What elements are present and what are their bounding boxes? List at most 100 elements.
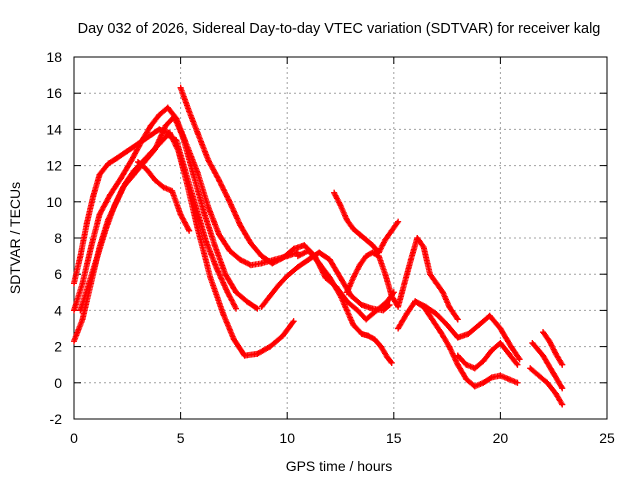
x-tick-label: 0 xyxy=(70,430,78,446)
series-arc-14 xyxy=(527,365,566,408)
data-point xyxy=(177,211,184,218)
data-point xyxy=(454,316,461,323)
data-point xyxy=(207,274,214,281)
data-point xyxy=(454,334,461,341)
data-point xyxy=(120,184,127,191)
data-point xyxy=(401,280,408,287)
data-point xyxy=(395,325,402,332)
data-point xyxy=(395,303,402,310)
data-point xyxy=(275,282,282,289)
data-point xyxy=(233,289,240,296)
data-point xyxy=(527,365,534,372)
data-point xyxy=(337,202,344,209)
data-point xyxy=(279,254,286,261)
data-point xyxy=(124,148,131,155)
data-point xyxy=(279,332,286,339)
data-point xyxy=(514,379,521,386)
data-point xyxy=(371,336,378,343)
data-point xyxy=(316,249,323,256)
grid xyxy=(74,57,607,419)
plot-border xyxy=(73,56,608,420)
data-point xyxy=(117,175,124,182)
data-point xyxy=(552,350,559,357)
data-point xyxy=(444,321,451,328)
data-point xyxy=(463,361,470,368)
data-points xyxy=(71,84,566,408)
data-point xyxy=(247,262,254,269)
data-point xyxy=(505,376,512,383)
data-point xyxy=(241,352,248,359)
data-point xyxy=(254,305,261,312)
data-point xyxy=(363,236,370,243)
data-point xyxy=(516,356,523,363)
data-point xyxy=(439,289,446,296)
data-point xyxy=(388,227,395,234)
data-point xyxy=(96,211,103,218)
y-tick-label: 12 xyxy=(46,158,62,174)
data-point xyxy=(380,307,387,314)
data-point xyxy=(284,273,291,280)
data-point xyxy=(294,263,301,270)
data-point xyxy=(403,311,410,318)
data-point xyxy=(437,329,444,336)
data-point xyxy=(194,225,201,232)
data-point xyxy=(529,339,536,346)
data-point xyxy=(79,316,86,323)
data-point xyxy=(215,177,222,184)
data-markers xyxy=(77,113,261,314)
data-point xyxy=(375,253,382,260)
data-point xyxy=(388,292,395,299)
series-arc-16 xyxy=(529,339,566,392)
data-point xyxy=(237,256,244,263)
data-point xyxy=(378,343,385,350)
data-point xyxy=(171,113,178,120)
data-point xyxy=(258,260,265,267)
data-point xyxy=(160,184,167,191)
y-tick-label: 10 xyxy=(46,194,62,210)
data-point xyxy=(369,305,376,312)
data-point xyxy=(152,177,159,184)
data-point xyxy=(433,311,440,318)
data-point xyxy=(128,157,135,164)
data-point xyxy=(130,171,137,178)
data-point xyxy=(94,253,101,260)
data-point xyxy=(211,242,218,249)
data-point xyxy=(147,122,154,129)
data-point xyxy=(205,157,212,164)
x-tick-label: 15 xyxy=(386,430,402,446)
data-point xyxy=(190,171,197,178)
data-point xyxy=(356,231,363,238)
data-point xyxy=(267,292,274,299)
data-point xyxy=(152,146,159,153)
x-axis-title: GPS time / hours xyxy=(286,458,393,474)
data-point xyxy=(233,305,240,312)
data-point xyxy=(326,256,333,263)
data-point xyxy=(111,202,118,209)
data-point xyxy=(354,307,361,314)
data-point xyxy=(446,343,453,350)
data-markers xyxy=(343,235,461,323)
data-point xyxy=(465,330,472,337)
data-point xyxy=(237,222,244,229)
series-arc-10 xyxy=(343,235,461,323)
y-tick-label: 16 xyxy=(46,85,62,101)
series-arc-13 xyxy=(454,339,521,372)
data-point xyxy=(177,84,184,91)
data-point xyxy=(546,338,553,345)
series-arc-9 xyxy=(331,189,402,256)
y-tick-label: 4 xyxy=(54,302,62,318)
data-point xyxy=(350,321,357,328)
y-tick-label: 2 xyxy=(54,339,62,355)
data-point xyxy=(215,231,222,238)
chart-title: Day 032 of 2026, Sidereal Day-to-day VTE… xyxy=(78,21,601,37)
data-point xyxy=(540,329,547,336)
data-point xyxy=(173,137,180,144)
data-point xyxy=(559,385,566,392)
data-point xyxy=(407,256,414,263)
data-point xyxy=(96,171,103,178)
data-point xyxy=(88,244,95,251)
data-point xyxy=(463,376,470,383)
data-point xyxy=(471,365,478,372)
data-point xyxy=(420,244,427,251)
